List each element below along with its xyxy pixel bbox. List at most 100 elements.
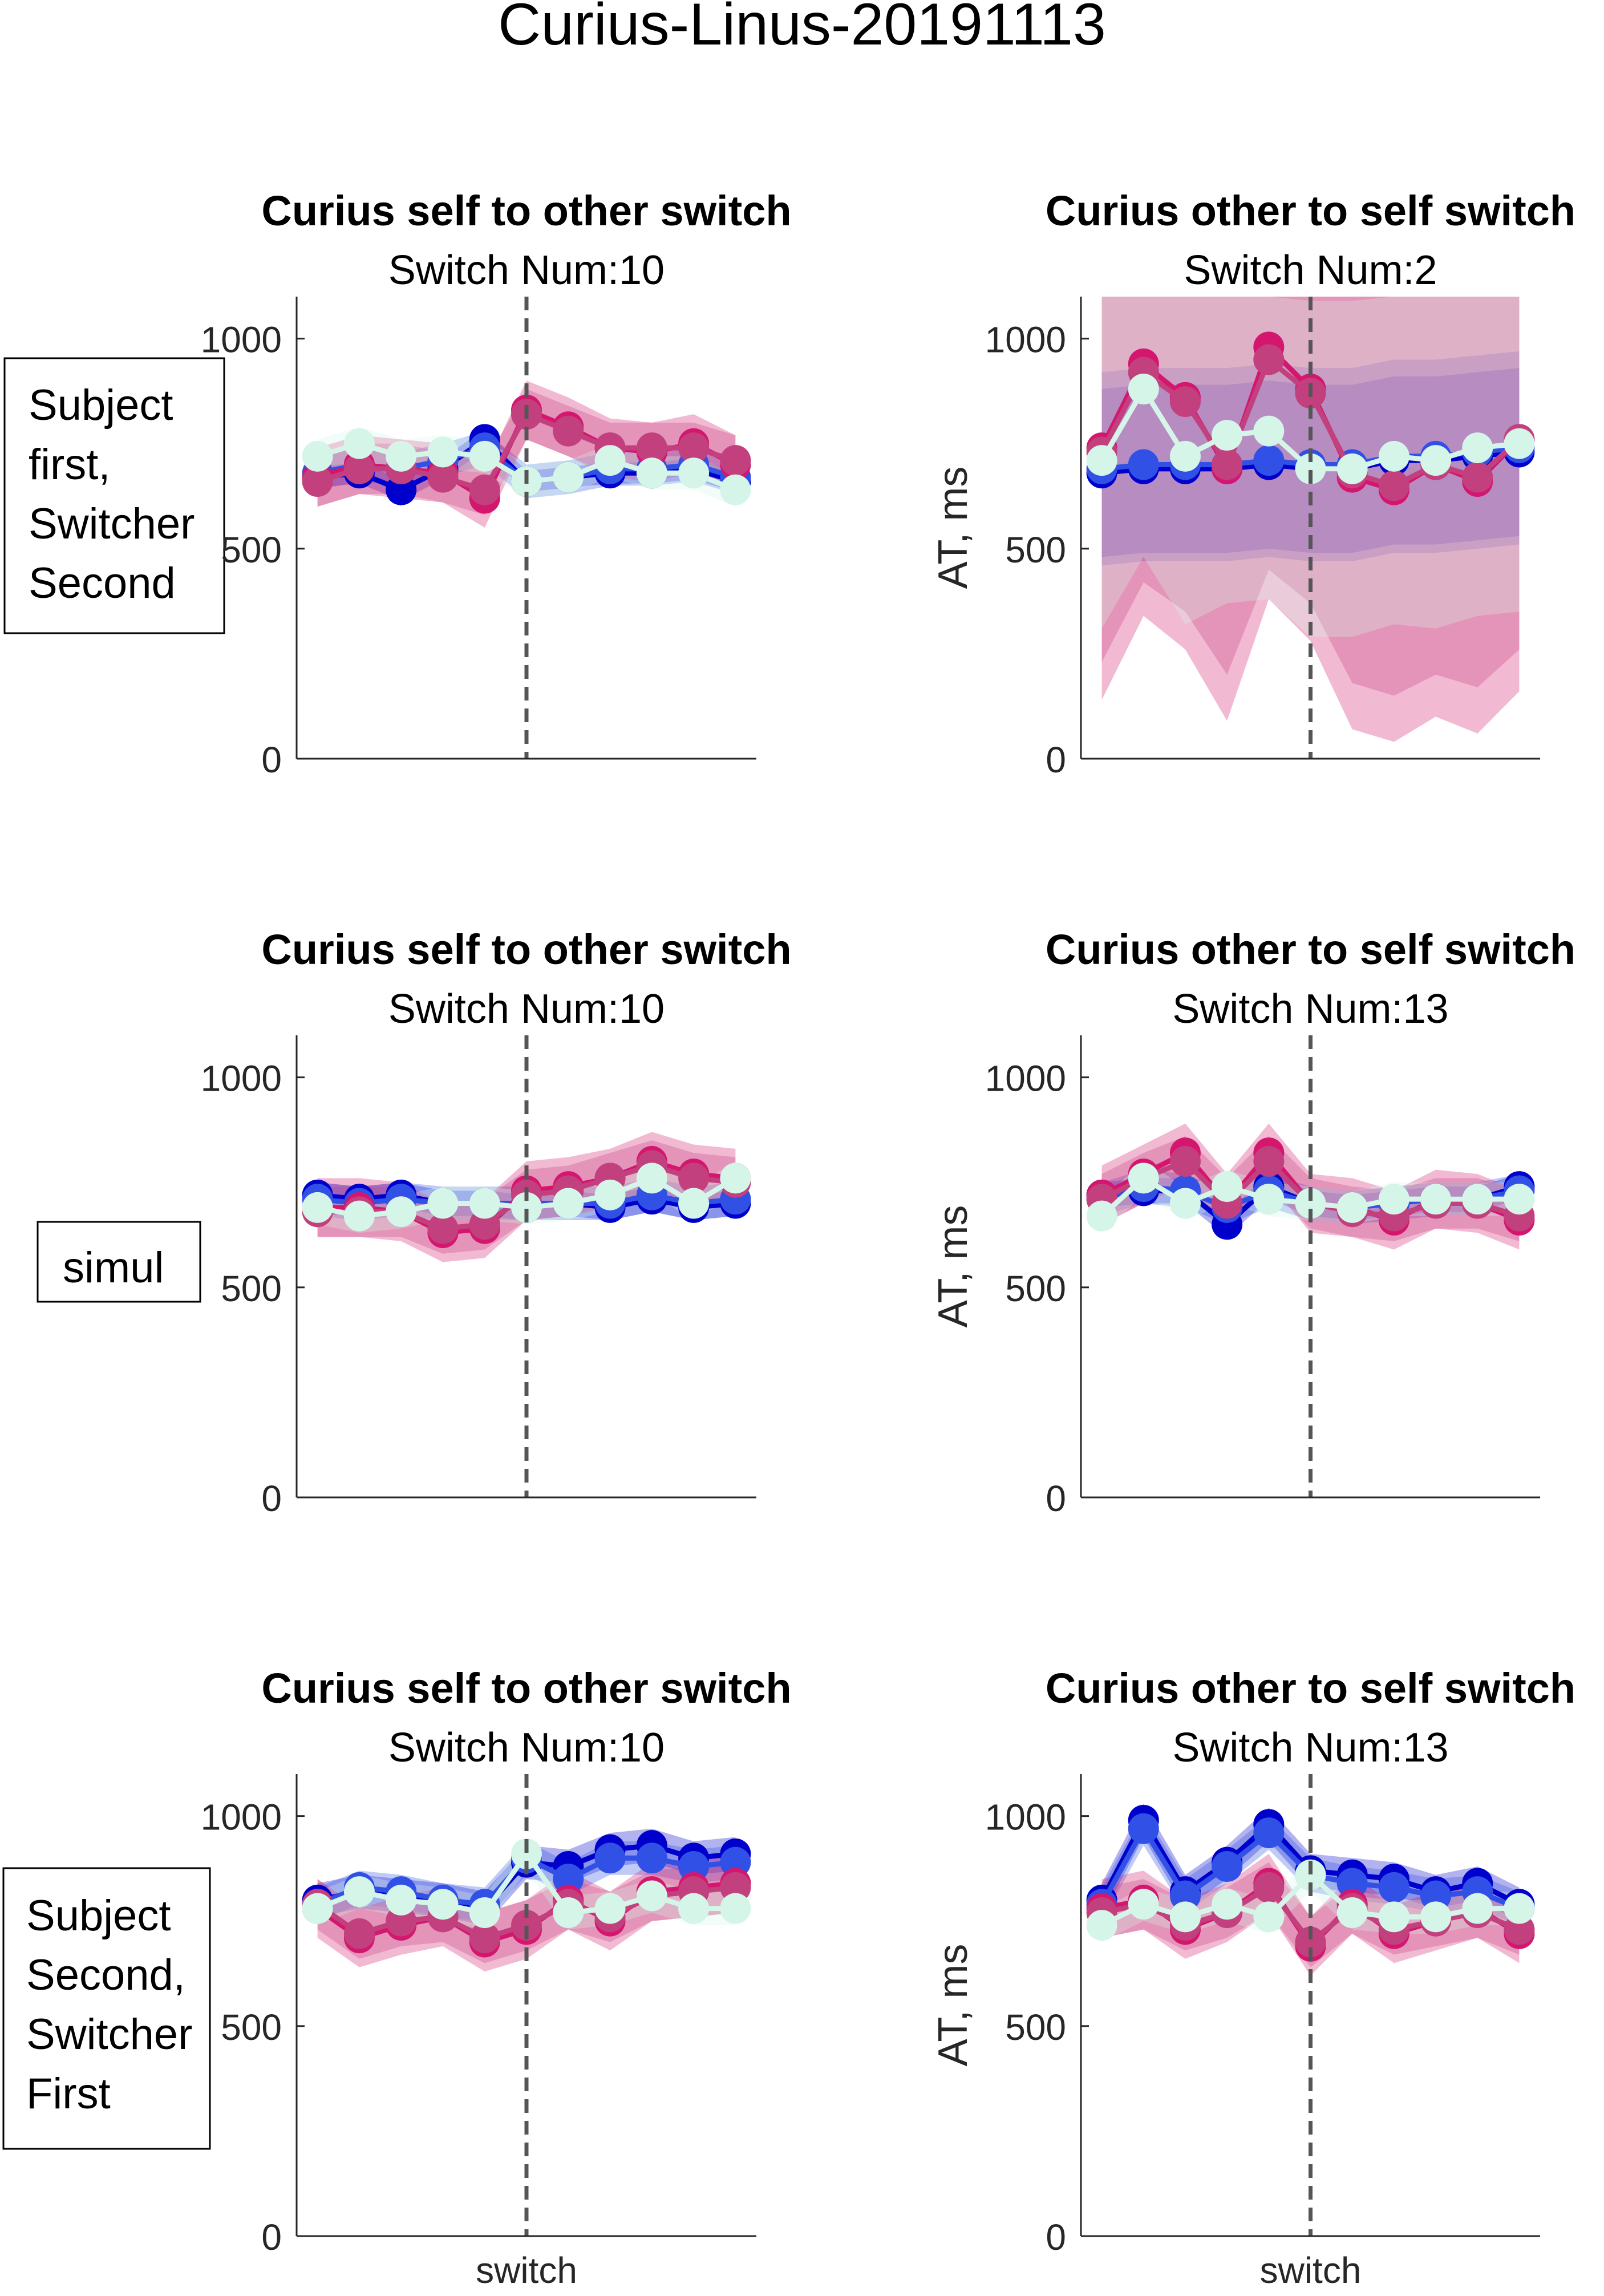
panel-title: Curius other to self switch	[1046, 926, 1575, 973]
y-tick-label: 1000	[201, 1797, 282, 1838]
data-point	[553, 1897, 584, 1928]
y-tick-label: 0	[261, 1478, 282, 1519]
row-label-line: Subject	[29, 381, 173, 430]
data-point	[1086, 445, 1117, 476]
data-point	[1128, 1889, 1159, 1920]
data-point	[1336, 1192, 1368, 1223]
data-point	[1253, 1145, 1285, 1177]
data-point	[1378, 1901, 1409, 1933]
data-point	[386, 1884, 417, 1916]
data-point	[1420, 1184, 1452, 1215]
data-point	[678, 1893, 710, 1924]
y-tick-label: 1000	[985, 1058, 1066, 1099]
data-point	[343, 1200, 375, 1232]
data-point	[1295, 1926, 1326, 1958]
data-point	[1378, 440, 1409, 472]
row-label-line: Switcher	[26, 2010, 192, 2059]
data-point	[594, 1179, 626, 1210]
y-axis-label: AT, ms	[930, 1944, 976, 2067]
data-point	[1086, 1910, 1117, 1941]
data-point	[720, 1893, 751, 1924]
row-label-box-1: simul	[37, 1221, 201, 1303]
figure-title: Curius-Linus-20191113	[498, 0, 1106, 58]
data-point	[720, 474, 751, 505]
data-point	[553, 1188, 584, 1219]
data-point	[343, 1918, 375, 1949]
row-label-box-2: Subject Second, Switcher First	[2, 1867, 211, 2150]
data-point	[302, 440, 333, 472]
data-point	[1253, 344, 1285, 375]
panel-title: Curius other to self switch	[1046, 1665, 1575, 1712]
data-point	[1169, 440, 1201, 472]
data-point	[1378, 470, 1409, 501]
panel-title: Curius self to other switch	[261, 187, 791, 234]
data-point	[1462, 1184, 1493, 1215]
panel-title: Curius other to self switch	[1046, 187, 1575, 234]
row-label-1: simul	[63, 1244, 164, 1292]
y-tick-label: 1000	[201, 1058, 282, 1099]
data-point	[678, 457, 710, 489]
data-point	[636, 1880, 667, 1912]
data-point	[1462, 1893, 1493, 1924]
data-point	[1295, 1859, 1326, 1890]
x-tick-label: switch	[1260, 2250, 1362, 2291]
data-point	[1169, 1145, 1201, 1177]
data-point	[469, 474, 500, 505]
y-tick-label: 0	[1046, 739, 1066, 780]
data-point	[386, 440, 417, 472]
plot-area	[302, 380, 751, 528]
data-point	[511, 1910, 542, 1941]
data-point	[1420, 445, 1452, 476]
data-point	[678, 432, 710, 464]
data-point	[343, 428, 375, 459]
panel-title: Curius self to other switch	[261, 926, 791, 973]
data-point	[343, 453, 375, 484]
data-point	[594, 445, 626, 476]
panel-subtitle: Switch Num:13	[1172, 1725, 1448, 1771]
y-tick-label: 1000	[201, 319, 282, 361]
data-point	[427, 1213, 459, 1244]
data-point	[1212, 420, 1243, 451]
confidence-band	[317, 389, 736, 515]
panel-subtitle: Switch Num:13	[1172, 986, 1448, 1032]
data-point	[1128, 374, 1159, 404]
confidence-band	[1101, 1853, 1520, 1976]
data-point	[1212, 1171, 1243, 1202]
data-point	[1336, 453, 1368, 484]
panel-1-1: Curius other to self switch Switch Num:13…	[930, 926, 1575, 1519]
panel-title: Curius self to other switch	[261, 1665, 791, 1712]
data-point	[1169, 1188, 1201, 1219]
y-tick-label: 0	[261, 739, 282, 780]
data-point	[511, 1192, 542, 1223]
panel-subtitle: Switch Num:2	[1184, 248, 1437, 293]
y-tick-label: 500	[1005, 529, 1066, 570]
data-point	[1253, 445, 1285, 476]
data-point	[302, 466, 333, 497]
confidence-band	[1101, 1862, 1520, 1967]
data-point	[1462, 432, 1493, 464]
panel-2-1: Curius other to self switch Switch Num:13…	[930, 1665, 1575, 2291]
row-label-2: Subject Second, Switcher First	[26, 1892, 192, 2118]
data-point	[1253, 415, 1285, 447]
data-point	[678, 1163, 710, 1194]
panel-subtitle: Switch Num:10	[388, 248, 665, 293]
data-point	[636, 432, 667, 464]
panels: Curius self to other switch Switch Num:10…	[201, 187, 1575, 2291]
row-label-line: Second	[29, 559, 176, 608]
data-point	[1378, 1872, 1409, 1903]
data-point	[1295, 1188, 1326, 1219]
data-point	[553, 415, 584, 447]
data-point	[1253, 1184, 1285, 1215]
row-label-box-0: Subject first, Switcher Second	[3, 357, 225, 634]
y-tick-label: 500	[221, 529, 282, 570]
data-point	[720, 445, 751, 476]
data-point	[1253, 1901, 1285, 1933]
data-point	[594, 1893, 626, 1924]
row-label-line: Switcher	[29, 500, 195, 548]
data-point	[553, 461, 584, 493]
data-point	[636, 1843, 667, 1874]
confidence-band	[1101, 1123, 1520, 1250]
data-point	[427, 461, 459, 493]
panel-0-1: Curius other to self switch Switch Num:2 0…	[930, 187, 1575, 780]
